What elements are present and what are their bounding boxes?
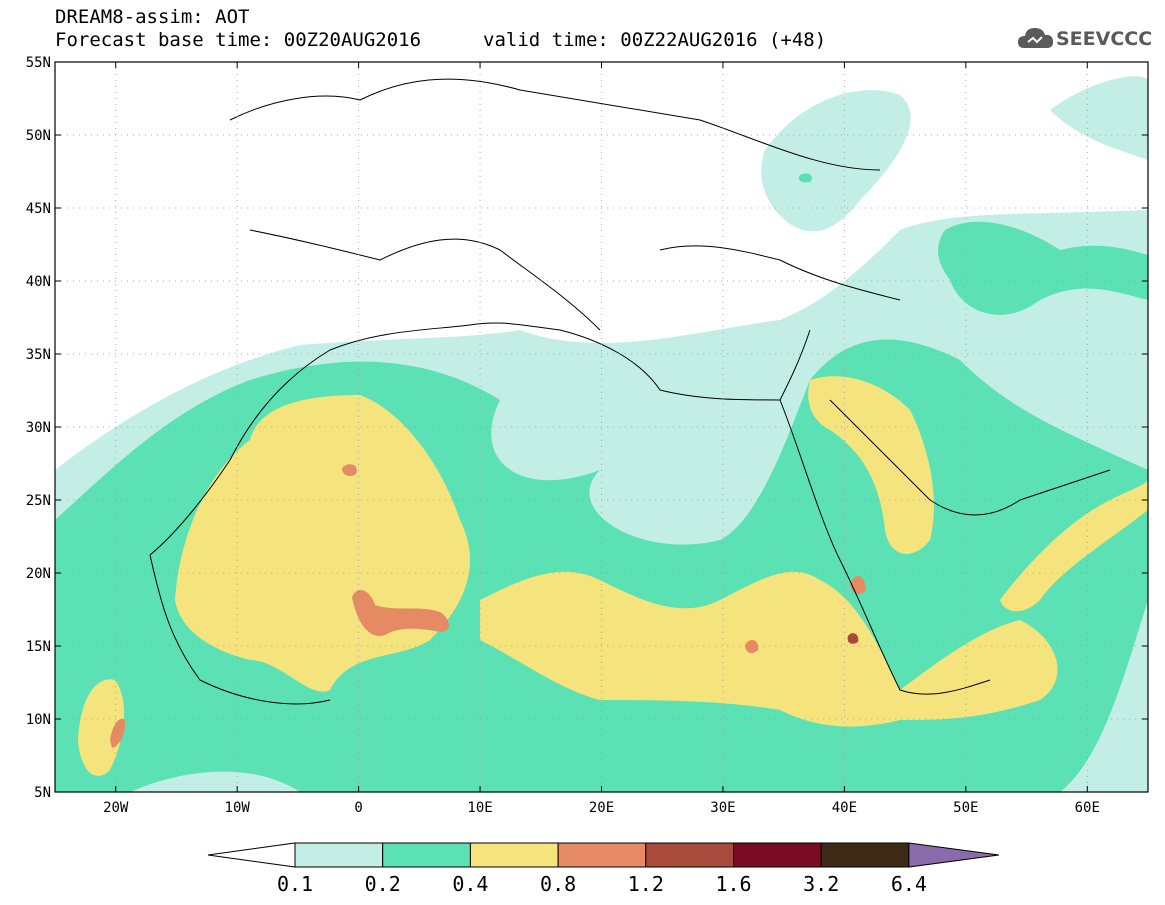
aot-band-0.8-c [745,639,759,654]
aot-band-0.1-black-sea [761,90,911,232]
aot-band-0.4-arabia [808,376,934,554]
colorbar-box [820,842,910,868]
aot-band-0.4-sahel [480,571,1058,727]
aot-band-0.2-blacksea [798,173,812,183]
colorbar-under-triangle [207,842,296,868]
aot-band-0.8 [352,589,449,636]
aot-band-0.4-westafrica [78,679,125,776]
lat-label: 40N [26,274,51,290]
colorbar-label: 1.2 [628,872,664,896]
base-time: Forecast base time: 00Z20AUG2016 [55,29,422,51]
lat-label: 30N [26,420,51,436]
lon-label: 10W [225,800,251,816]
colorbar: 0.1 0.2 0.4 0.8 1.2 1.6 3.2 6.4 [207,842,999,896]
colorbar-label: 0.1 [277,872,313,896]
latitude-labels: 55N 50N 45N 40N 35N 30N 25N 20N 15N 10N 5N [26,55,51,801]
valid-time: valid time: 00Z22AUG2016 (+48) [483,29,827,51]
colorbar-box [557,842,647,868]
colorbar-label: 1.6 [715,872,751,896]
lon-label: 30E [710,800,735,816]
colorbar-label: 0.2 [365,872,401,896]
aot-band-0.8-d [110,718,126,748]
lat-label: 15N [26,639,51,655]
logo-text: SEEVCCC [1056,28,1153,50]
colorbar-label: 6.4 [891,872,927,896]
colorbar-box [645,842,734,868]
lon-label: 20E [589,800,614,816]
map-title: DREAM8-assim: AOT [55,6,250,28]
seevccc-logo: SEEVCCC [1016,22,1156,56]
lat-label: 5N [34,785,51,801]
graticule [55,61,1148,793]
lon-label: 50E [953,800,978,816]
lat-label: 45N [26,201,51,217]
colorbar-box [733,842,822,868]
aot-band-0.8-b [342,464,357,476]
aot-band-0.4-oman [1000,480,1148,612]
lon-label: 60E [1075,800,1100,816]
colorbar-label: 3.2 [803,872,839,896]
lat-label: 50N [26,128,51,144]
longitude-labels: 20W 10W 0 10E 20E 30E 40E 50E 60E [103,800,1100,816]
aot-field [55,76,1148,792]
colorbar-box [294,842,384,868]
lon-label: 0 [354,800,362,816]
colorbar-over-triangle [908,842,999,868]
coastlines [149,78,1111,705]
lat-label: 20N [26,566,51,582]
colorbar-label: 0.4 [452,872,488,896]
lon-label: 20W [103,800,129,816]
lat-label: 10N [26,712,51,728]
lat-label: 25N [26,493,51,509]
colorbar-box [469,842,559,868]
colorbar-label: 0.8 [540,872,576,896]
aot-band-1.2 [847,633,859,644]
cloud-icon [1018,28,1053,48]
aot-band-0.1-east [1050,76,1148,160]
colorbar-box [382,842,471,868]
aot-band-0.2-caspian [938,221,1148,315]
lon-label: 10E [467,800,492,816]
lon-label: 40E [832,800,857,816]
lat-label: 35N [26,347,51,363]
lat-label: 55N [26,55,51,71]
